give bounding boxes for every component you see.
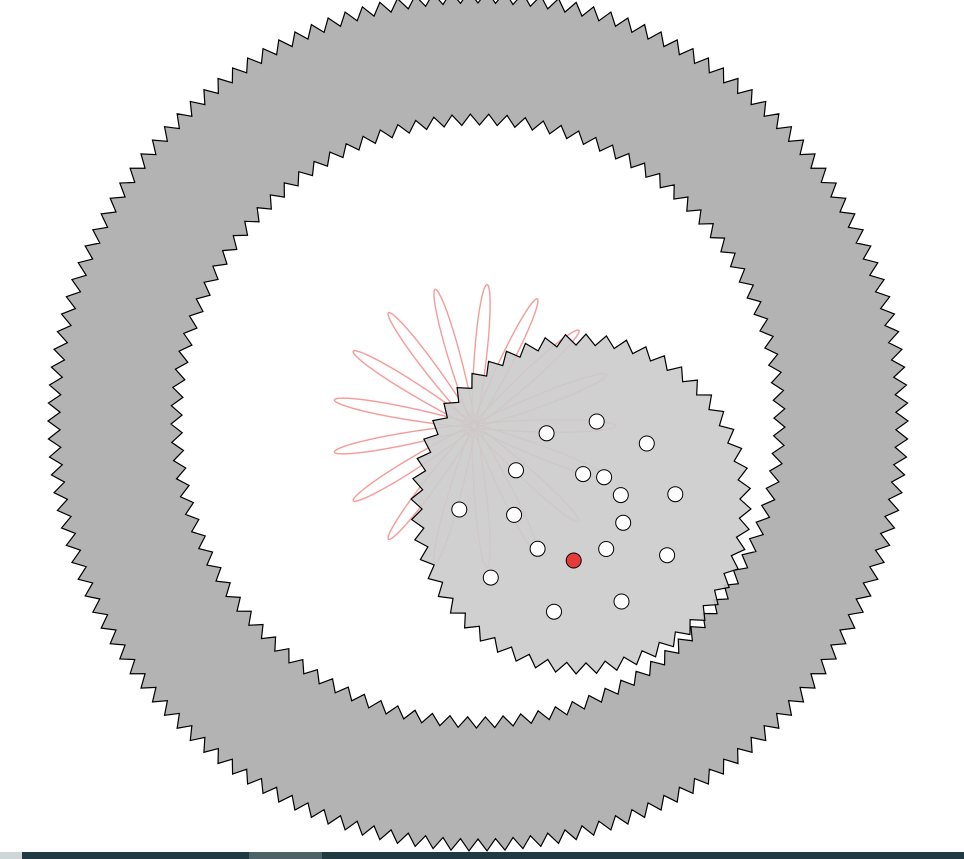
taskbar-start-segment[interactable] bbox=[0, 852, 22, 859]
pen-hole[interactable] bbox=[659, 547, 676, 564]
pen-hole[interactable] bbox=[451, 501, 468, 518]
pen-hole[interactable] bbox=[575, 466, 592, 483]
pen-hole[interactable] bbox=[506, 506, 523, 523]
pen-hole[interactable] bbox=[638, 435, 655, 452]
pen-hole[interactable] bbox=[615, 514, 632, 531]
pen-hole[interactable] bbox=[482, 569, 499, 586]
rolling-wheel-gear[interactable] bbox=[410, 333, 752, 675]
taskbar bbox=[0, 852, 964, 859]
pen-hole-selected[interactable] bbox=[565, 552, 582, 569]
pen-hole[interactable] bbox=[598, 541, 615, 557]
pen-hole[interactable] bbox=[508, 462, 524, 479]
pen-hole[interactable] bbox=[538, 425, 555, 442]
outer-ring-gear[interactable] bbox=[46, 0, 910, 852]
pen-hole[interactable] bbox=[596, 469, 613, 486]
pen-hole[interactable] bbox=[588, 413, 605, 430]
pen-hole[interactable] bbox=[612, 487, 629, 504]
pen-hole[interactable] bbox=[529, 540, 546, 557]
taskbar-active-segment[interactable] bbox=[249, 852, 322, 859]
pen-hole[interactable] bbox=[546, 603, 562, 620]
pen-hole[interactable] bbox=[613, 593, 630, 610]
pen-holes bbox=[451, 413, 684, 620]
pen-hole[interactable] bbox=[667, 486, 684, 503]
